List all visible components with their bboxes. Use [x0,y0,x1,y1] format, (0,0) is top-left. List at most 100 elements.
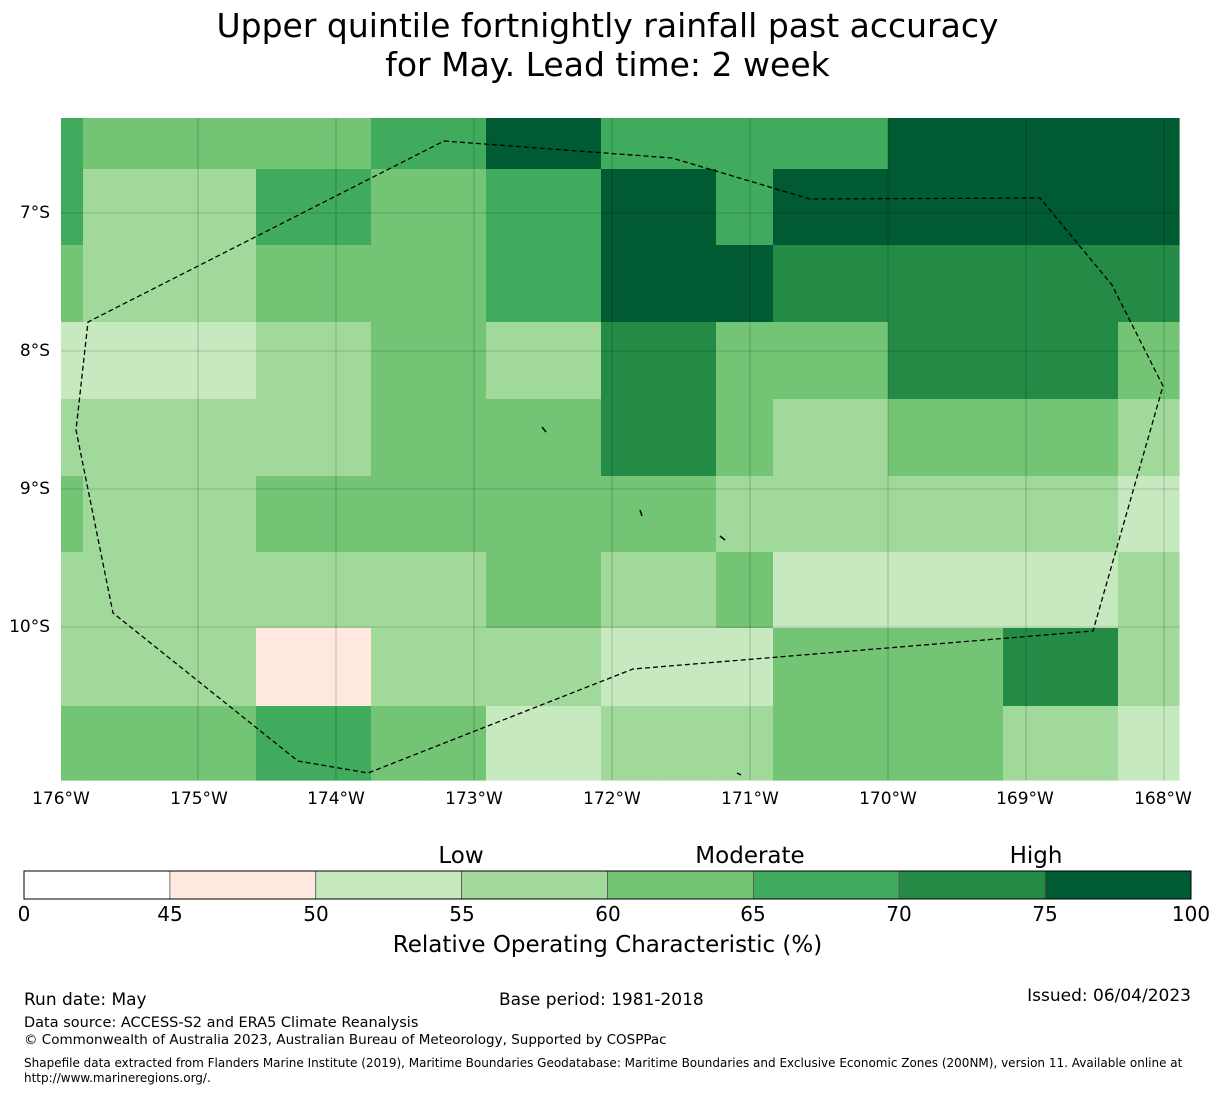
grid-cell [601,169,659,246]
grid-cell [61,245,84,323]
grid-cell [428,706,487,781]
grid-cell [61,628,84,707]
lat-label: 9°S [19,479,50,499]
map-title-line-2: for May. Lead time: 2 week [385,45,830,84]
lon-label: 170°W [859,789,917,809]
grid-cell [198,322,257,400]
grid-cell [371,169,429,246]
lon-label: 169°W [996,789,1054,809]
grid-cell [428,399,487,477]
grid-cell [716,706,774,781]
grid-cell [198,169,257,246]
grid-cell [543,628,602,707]
lon-label: 175°W [170,789,228,809]
grid-cell [83,245,199,323]
grid-cell [313,706,372,781]
grid-cell [313,322,372,400]
lon-label: 172°W [583,789,641,809]
grid-cell [601,118,659,170]
grid-cell [773,399,889,477]
grid-cell [658,322,717,400]
grid-cell [716,118,774,170]
grid-cell [1003,706,1119,781]
shapefile-credit: Shapefile data extracted from Flanders M… [24,1056,1183,1085]
grid-cell [313,476,372,553]
grid-cell [543,706,602,781]
grid-cell [716,245,774,323]
grid-cell [61,706,84,781]
grid-cell [313,399,372,477]
grid-cell [256,118,314,170]
grid-cell [773,552,889,629]
colorbar-tick: 100 [1171,902,1211,926]
grid-cell [658,245,717,323]
grid-cell [256,399,314,477]
grid-cell [1003,322,1119,400]
lon-label: 173°W [445,789,503,809]
grid-cell [256,322,314,400]
grid-cell [716,628,774,707]
grid-cell [1003,628,1119,707]
grid-cell [313,245,372,323]
grid-cell [658,552,717,629]
grid-cell [198,476,257,553]
grid-cell [61,322,84,400]
colorbar-segment [752,870,900,900]
grid-cell [486,476,544,553]
grid-cell [1003,118,1119,170]
grid-cell [313,628,372,707]
grid-cell [1003,399,1119,477]
grid-cell [256,476,314,553]
grid-cell [773,706,889,781]
grid-cell [486,118,544,170]
grid-cell [888,399,1004,477]
colorbar-tick: 65 [740,902,766,926]
grid-cell [198,399,257,477]
colorbar-segment [23,870,171,900]
grid-cell [773,118,889,170]
grid-cell [888,476,1004,553]
grid-cell [256,169,314,246]
grid-cell [888,245,1004,323]
grid-cell [256,628,314,707]
colorbar-border [23,870,1192,900]
grid-cell [313,118,372,170]
grid-cell [61,118,84,170]
grid-cell [371,322,429,400]
grid-cell [888,552,1004,629]
grid-cell [773,628,889,707]
island-mark [736,772,742,776]
grid-cell [543,476,602,553]
grid-cell [198,552,257,629]
grid-cell [313,169,372,246]
grid-cell [83,118,199,170]
data-source: Data source: ACCESS-S2 and ERA5 Climate … [24,1015,419,1031]
island-marks [541,426,742,776]
grid-cell [888,169,1004,246]
grid-cell [543,245,602,323]
colorbar [23,870,1192,900]
grid-cell [543,322,602,400]
grid-cell [61,169,84,246]
grid-cell [1118,706,1180,781]
category-label-moderate: Moderate [695,843,805,869]
colorbar-segment [898,870,1046,900]
grid-cell [1118,118,1180,170]
colorbar-segment [315,870,463,900]
grid-cell [83,399,199,477]
grid-cell [658,118,717,170]
grid-cell [256,552,314,629]
grid-cell [61,476,84,553]
grid-cell [601,552,659,629]
grid-cell [888,706,1004,781]
grid-cell [773,476,889,553]
eez-boundary [75,140,1164,774]
grid-cell [1118,476,1180,553]
colorbar-segment [169,870,317,900]
grid-cell [198,628,257,707]
grid-cell [773,245,889,323]
copyright-notice: © Commonwealth of Australia 2023, Austra… [24,1032,667,1048]
grid-cell [256,706,314,781]
grid-cell [83,476,199,553]
grid-cell [1003,476,1119,553]
